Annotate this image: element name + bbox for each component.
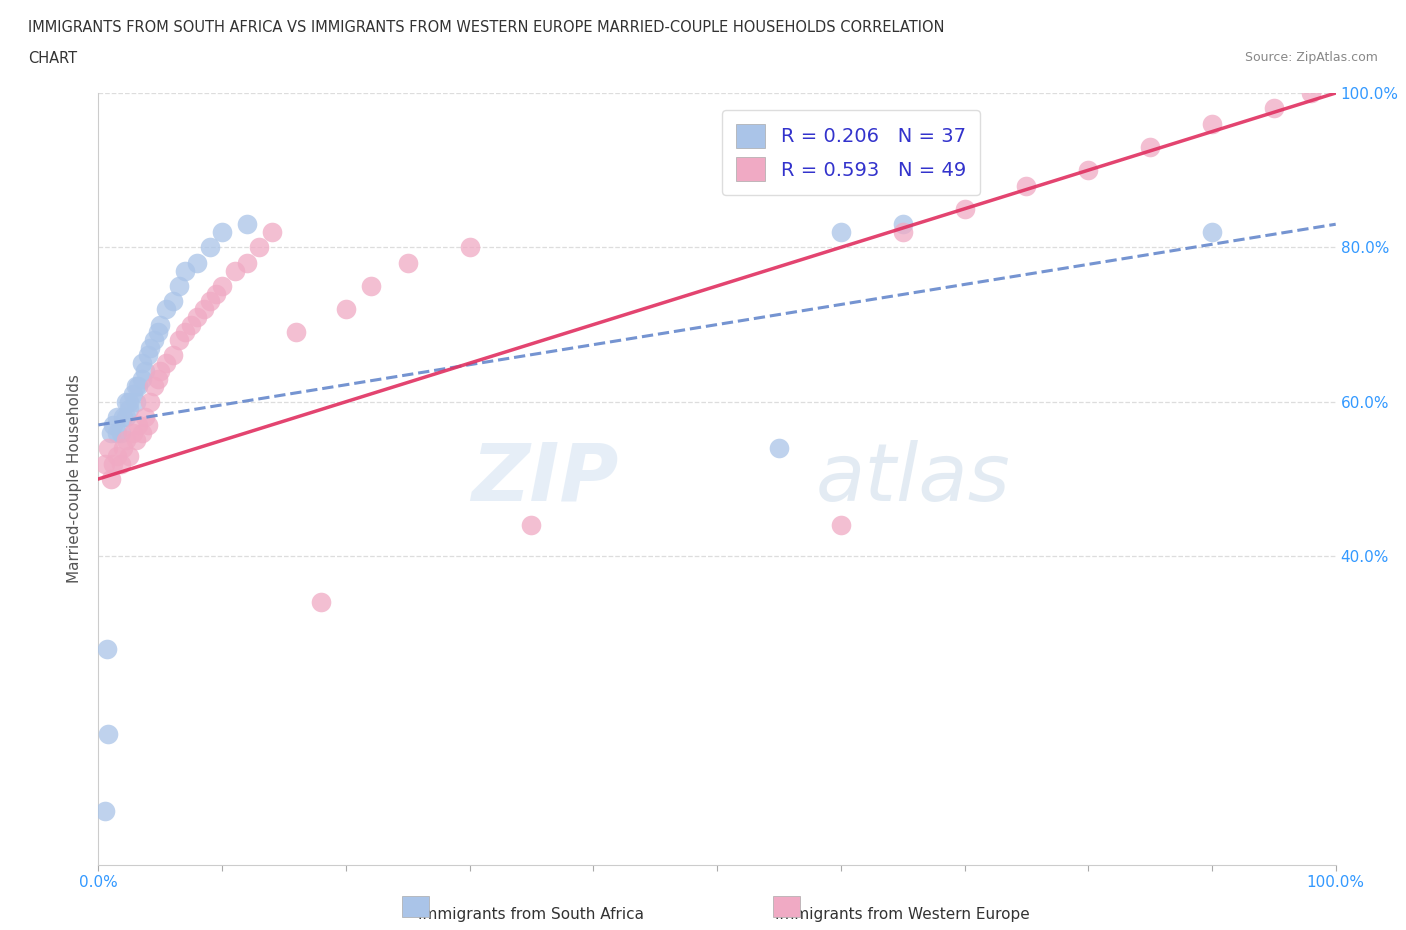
Point — [96, 642, 118, 657]
Point — [162, 348, 184, 363]
Point — [149, 364, 172, 379]
Point — [100, 472, 122, 486]
Point — [134, 364, 156, 379]
Point — [110, 456, 132, 471]
Point — [174, 325, 197, 339]
Point — [134, 410, 156, 425]
Point — [93, 456, 115, 471]
Point — [155, 356, 177, 371]
Point — [118, 448, 141, 463]
Point — [97, 441, 120, 456]
Point — [122, 387, 145, 402]
Point — [1201, 224, 1223, 239]
Point — [1201, 116, 1223, 131]
Point — [1015, 179, 1038, 193]
Point — [131, 356, 153, 371]
Point — [167, 279, 190, 294]
Text: Immigrants from South Africa: Immigrants from South Africa — [419, 908, 644, 923]
Point — [105, 425, 128, 440]
Point — [93, 804, 115, 818]
Point — [186, 256, 208, 271]
Point — [458, 240, 481, 255]
Text: ZIP: ZIP — [471, 440, 619, 518]
Point — [112, 441, 135, 456]
Point — [360, 279, 382, 294]
Point — [198, 294, 221, 309]
Point — [149, 317, 172, 332]
Point — [110, 425, 132, 440]
Point — [891, 224, 914, 239]
FancyBboxPatch shape — [402, 896, 429, 917]
Point — [105, 448, 128, 463]
Point — [131, 425, 153, 440]
Point — [236, 217, 259, 232]
Point — [124, 379, 146, 393]
Text: CHART: CHART — [28, 51, 77, 66]
Point — [143, 333, 166, 348]
Point — [1299, 86, 1322, 100]
Point — [136, 418, 159, 432]
Point — [520, 518, 543, 533]
Point — [396, 256, 419, 271]
Point — [198, 240, 221, 255]
Point — [1263, 101, 1285, 116]
Point — [124, 433, 146, 448]
Point — [224, 263, 246, 278]
Point — [167, 333, 190, 348]
Point — [180, 317, 202, 332]
Point — [114, 394, 136, 409]
Point — [247, 240, 270, 255]
Point — [103, 456, 125, 471]
Point — [768, 441, 790, 456]
Point — [112, 410, 135, 425]
Point — [127, 379, 149, 393]
Text: IMMIGRANTS FROM SOUTH AFRICA VS IMMIGRANTS FROM WESTERN EUROPE MARRIED-COUPLE HO: IMMIGRANTS FROM SOUTH AFRICA VS IMMIGRAN… — [28, 20, 945, 35]
Point — [211, 279, 233, 294]
Text: atlas: atlas — [815, 440, 1011, 518]
Point — [118, 394, 141, 409]
Point — [131, 371, 153, 386]
Point — [285, 325, 308, 339]
Point — [155, 301, 177, 316]
Point — [260, 224, 283, 239]
Point — [139, 394, 162, 409]
Point — [953, 202, 976, 217]
Point — [127, 418, 149, 432]
Point — [118, 402, 141, 417]
Point — [114, 433, 136, 448]
Point — [205, 286, 228, 301]
Legend: R = 0.206   N = 37, R = 0.593   N = 49: R = 0.206 N = 37, R = 0.593 N = 49 — [723, 111, 980, 194]
Point — [186, 310, 208, 325]
Text: Immigrants from Western Europe: Immigrants from Western Europe — [775, 908, 1031, 923]
Point — [136, 348, 159, 363]
Point — [211, 224, 233, 239]
Point — [103, 418, 125, 432]
Text: Source: ZipAtlas.com: Source: ZipAtlas.com — [1244, 51, 1378, 64]
FancyBboxPatch shape — [773, 896, 800, 917]
Point — [309, 595, 332, 610]
Point — [174, 263, 197, 278]
Point — [114, 410, 136, 425]
Point — [891, 217, 914, 232]
Point — [139, 340, 162, 355]
Point — [146, 325, 169, 339]
Point — [830, 518, 852, 533]
Point — [830, 224, 852, 239]
Point — [97, 726, 120, 741]
Point — [146, 371, 169, 386]
Point — [162, 294, 184, 309]
Point — [124, 394, 146, 409]
Point — [1077, 163, 1099, 178]
Point — [105, 410, 128, 425]
Point — [236, 256, 259, 271]
Y-axis label: Married-couple Households: Married-couple Households — [67, 375, 83, 583]
Point — [1139, 140, 1161, 154]
Point — [122, 425, 145, 440]
Point — [335, 301, 357, 316]
Point — [100, 425, 122, 440]
Point — [193, 301, 215, 316]
Point — [143, 379, 166, 393]
